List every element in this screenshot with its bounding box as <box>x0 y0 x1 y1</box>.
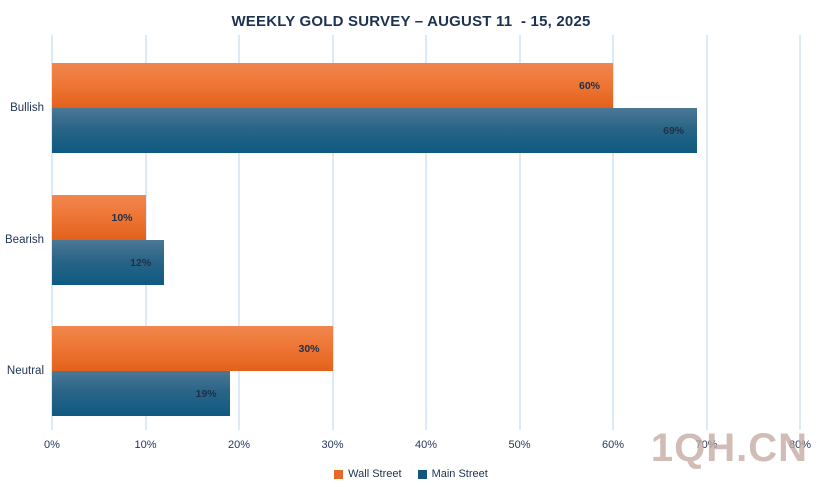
bar-value-label: 30% <box>298 342 320 355</box>
bar-value-label: 69% <box>663 124 685 137</box>
bar-wall-street-bullish: 60% <box>52 63 613 108</box>
plot-area: 60% 69% 10% 12% 30% 19% <box>51 35 801 430</box>
gridline <box>612 35 614 430</box>
bar-value-label: 19% <box>195 387 217 400</box>
legend: Wall Street Main Street <box>0 468 822 480</box>
gridline <box>238 35 240 430</box>
legend-label: Main Street <box>431 468 488 480</box>
legend-label: Wall Street <box>348 468 402 480</box>
bar-value-label: 12% <box>130 256 152 269</box>
gridline <box>799 35 801 430</box>
gridline <box>331 35 334 430</box>
y-category-label-bullish: Bullish <box>10 102 44 114</box>
x-tick-label: 80% <box>788 439 812 451</box>
gridline <box>518 35 521 430</box>
bar-wall-street-bearish: 10% <box>52 195 146 240</box>
legend-swatch-wall-street <box>334 469 344 479</box>
gridline <box>705 35 708 430</box>
bar-value-label: 10% <box>111 211 133 224</box>
gridline <box>425 35 427 430</box>
legend-item-wall-street: Wall Street <box>334 468 402 480</box>
chart-title: WEEKLY GOLD SURVEY – AUGUST 11 - 15, 202… <box>231 13 591 30</box>
bar-main-street-bearish: 12% <box>52 240 165 285</box>
bar-value-label: 60% <box>578 79 600 92</box>
bar-main-street-neutral: 19% <box>52 371 230 416</box>
x-tick-label: 60% <box>601 439 625 451</box>
legend-item-main-street: Main Street <box>417 468 488 480</box>
legend-swatch-main-street <box>417 469 427 479</box>
x-tick-label: 10% <box>134 439 157 451</box>
x-tick-label: 40% <box>414 439 438 451</box>
x-tick-label: 0% <box>44 439 60 451</box>
x-tick-label: 20% <box>227 439 251 451</box>
bar-main-street-bullish: 69% <box>52 108 698 153</box>
y-category-label-neutral: Neutral <box>6 365 44 377</box>
x-tick-label: 70% <box>695 439 718 451</box>
x-tick-label: 50% <box>508 439 531 451</box>
y-category-label-bearish: Bearish <box>5 234 44 246</box>
gridline <box>144 35 147 430</box>
x-tick-label: 30% <box>321 439 344 451</box>
bar-wall-street-neutral: 30% <box>52 326 333 371</box>
